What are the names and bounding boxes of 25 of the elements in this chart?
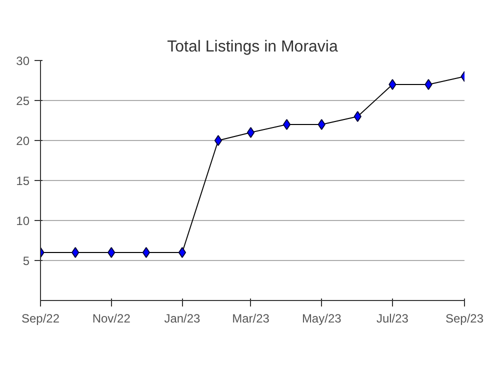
x-tick-label: Nov/22 [92, 312, 131, 326]
y-tick-label: 30 [16, 54, 30, 68]
point [72, 247, 80, 258]
point [354, 111, 362, 122]
point [214, 135, 222, 146]
point [142, 247, 150, 258]
y-tick-label: 5 [22, 254, 30, 268]
x-tick-label: Sep/23 [445, 312, 484, 326]
point [178, 247, 186, 258]
y-tick-label: 15 [16, 174, 30, 188]
point [246, 127, 255, 138]
x-tick-label: May/23 [302, 312, 342, 326]
x-tick-label: Jan/23 [164, 312, 201, 326]
x-tick-label: Sep/22 [21, 312, 60, 326]
chart-title: Total Listings in Moravia [167, 38, 338, 56]
point [318, 119, 326, 130]
x-tick-label: Mar/23 [232, 312, 270, 326]
y-tick-label: 25 [16, 94, 30, 108]
point [282, 119, 291, 130]
y-tick-label: 20 [16, 134, 30, 148]
point [424, 79, 432, 90]
point [108, 247, 116, 258]
x-tick-label: Jul/23 [376, 312, 409, 326]
point [388, 79, 396, 90]
y-tick-label: 10 [16, 214, 30, 228]
